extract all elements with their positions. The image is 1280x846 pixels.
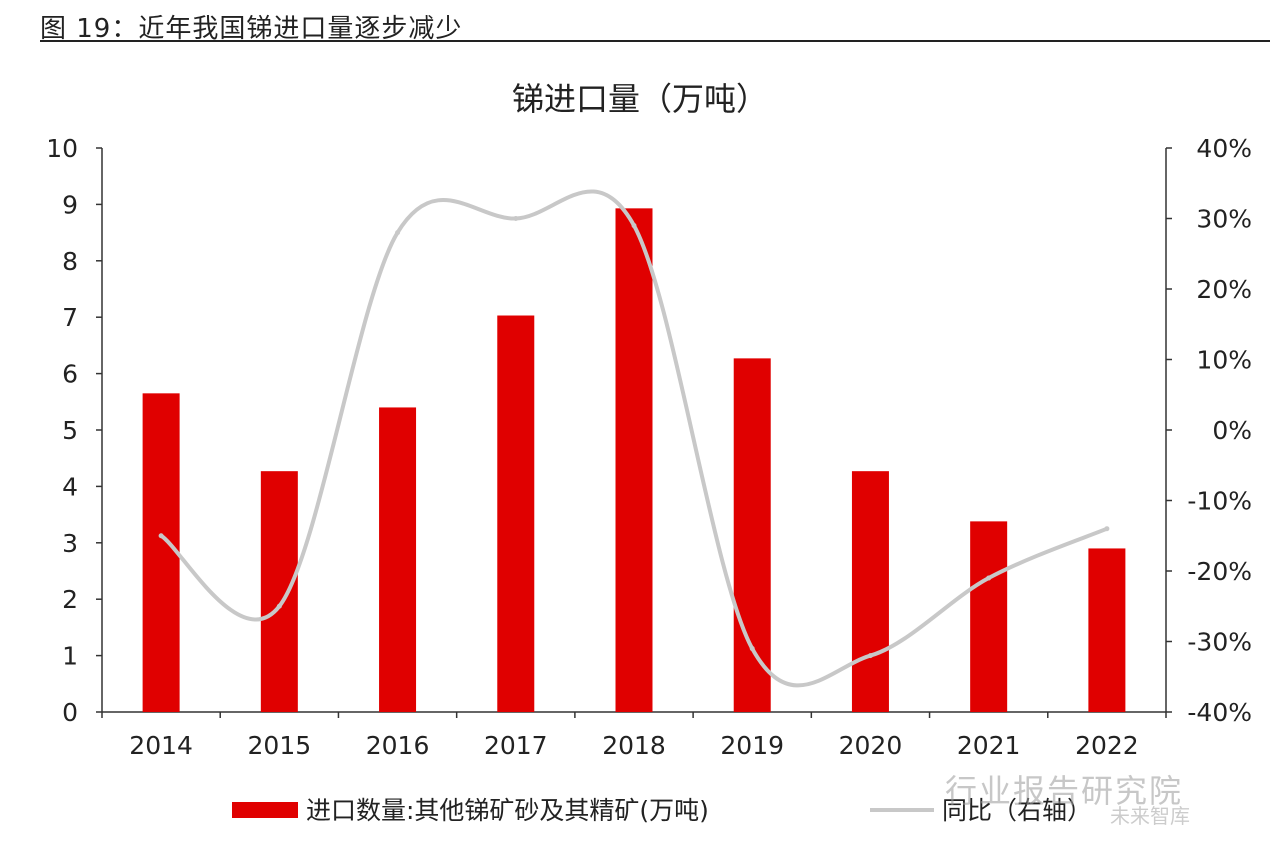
- y-left-tick-label: 4: [62, 472, 78, 501]
- bar: [142, 393, 180, 712]
- legend-label-bar: 进口数量:其他锑矿砂及其精矿(万吨): [306, 796, 709, 825]
- yoy-point: [1104, 526, 1110, 532]
- bar: [733, 358, 771, 712]
- watermark: 行业报告研究院: [945, 772, 1184, 810]
- yoy-point: [276, 603, 282, 609]
- bar: [970, 521, 1008, 712]
- y-right-tick-label: 10%: [1196, 346, 1252, 375]
- y-right-tick-label: -30%: [1187, 628, 1252, 657]
- y-right-tick-label: 30%: [1196, 205, 1252, 234]
- y-left-tick-label: 2: [62, 585, 78, 614]
- y-right-tick-label: -40%: [1187, 698, 1252, 727]
- x-tick-label: 2016: [366, 731, 430, 760]
- y-right-tick-label: 20%: [1196, 275, 1252, 304]
- yoy-point: [158, 533, 164, 539]
- x-tick-label: 2021: [957, 731, 1021, 760]
- yoy-point: [749, 646, 755, 652]
- yoy-point: [631, 223, 637, 229]
- y-left-tick-label: 8: [62, 247, 78, 276]
- y-right-tick-label: -10%: [1187, 487, 1252, 516]
- y-right-tick-label: -20%: [1187, 557, 1252, 586]
- x-tick-label: 2022: [1075, 731, 1139, 760]
- watermark-sub: 未来智库: [1110, 804, 1190, 828]
- yoy-point: [867, 653, 873, 659]
- x-tick-label: 2017: [484, 731, 548, 760]
- bar: [497, 315, 535, 712]
- yoy-point: [986, 575, 992, 581]
- yoy-line: [159, 189, 1109, 688]
- bar: [615, 208, 653, 712]
- x-tick-label: 2020: [839, 731, 903, 760]
- bar: [1088, 548, 1126, 712]
- figure-caption: 图 19：近年我国锑进口量逐步减少: [40, 14, 463, 44]
- y-right-tick-label: 40%: [1196, 134, 1252, 163]
- chart-title: 锑进口量（万吨）: [512, 80, 768, 118]
- bar: [260, 471, 298, 712]
- x-tick-label: 2015: [248, 731, 312, 760]
- x-tick-label: 2014: [129, 731, 193, 760]
- figure-header: 图 19：近年我国锑进口量逐步减少: [40, 6, 1270, 44]
- y-right-tick-label: 0%: [1212, 416, 1252, 445]
- y-left-tick-label: 7: [62, 303, 78, 332]
- bar: [851, 471, 889, 712]
- bar: [379, 407, 417, 712]
- y-left-tick-label: 5: [62, 416, 78, 445]
- legend-swatch-bar: [232, 802, 298, 818]
- y-left-tick-label: 10: [46, 134, 78, 163]
- x-tick-label: 2018: [602, 731, 666, 760]
- x-tick-label: 2019: [720, 731, 784, 760]
- y-left-tick-label: 1: [62, 642, 78, 671]
- y-left-tick-label: 9: [62, 190, 78, 219]
- y-left-tick-label: 0: [62, 698, 78, 727]
- yoy-point: [513, 216, 519, 221]
- legend-label-line: 同比（右轴）: [942, 796, 1092, 825]
- yoy-point: [395, 230, 401, 236]
- y-left-tick-label: 6: [62, 360, 78, 389]
- y-left-tick-label: 3: [62, 529, 78, 558]
